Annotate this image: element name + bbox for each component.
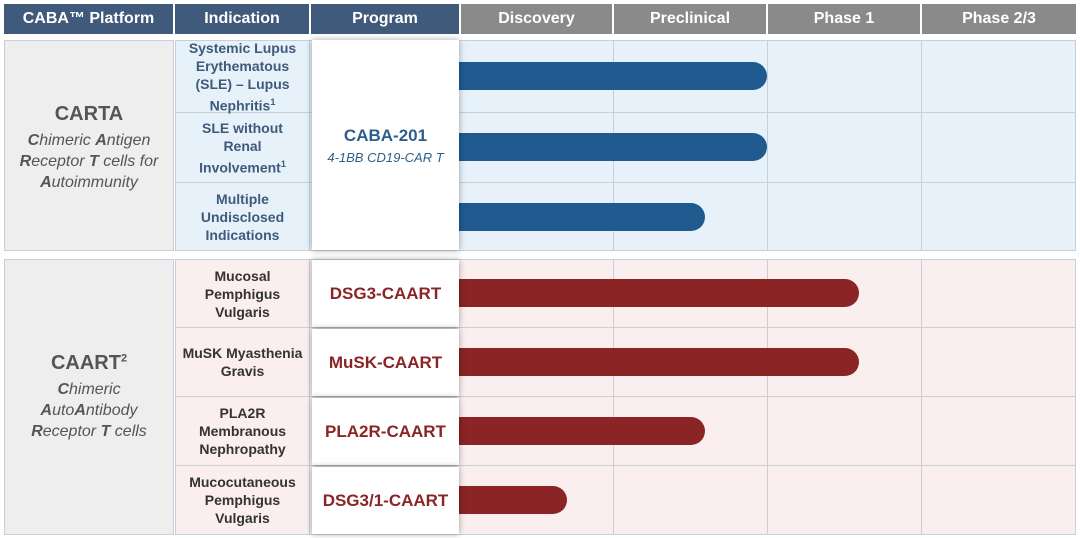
carta-name: CARTA xyxy=(54,103,124,125)
caart-name: CAART2 xyxy=(50,352,128,374)
caart-description: Chimeric AutoAntibody Receptor T cells xyxy=(31,381,147,440)
header-program: Program xyxy=(311,4,459,34)
carta-program-box: CABA-201 4-1BB CD19-CAR T xyxy=(312,40,459,250)
caart-indication: MuSK Myasthenia Gravis xyxy=(182,345,303,379)
row-line xyxy=(175,327,1076,328)
caart-indication: Mucosal Pemphigus Vulgaris xyxy=(204,267,281,320)
caart-program-name: PLA2R-CAART xyxy=(325,421,446,441)
header-stage-phase23: Phase 2/3 xyxy=(922,4,1076,34)
grid-line xyxy=(921,40,922,251)
carta-indication: Multiple Undisclosed Indications xyxy=(200,190,285,243)
pipeline-bar-carta xyxy=(430,203,706,231)
row-line xyxy=(175,396,1076,397)
carta-description: Chimeric Antigen Receptor T cells for Auto… xyxy=(19,132,159,191)
header-indication: Indication xyxy=(175,4,309,34)
caart-program-box: DSG3/1-CAART xyxy=(312,467,459,534)
pipeline-bar-caart xyxy=(430,279,860,307)
carta-program-subtitle: 4-1BB CD19-CAR T xyxy=(327,149,444,165)
caart-program-box: PLA2R-CAART xyxy=(312,398,459,465)
grid-line xyxy=(921,259,922,535)
header-stage-preclinical: Preclinical xyxy=(614,4,766,34)
grid-line xyxy=(309,40,310,251)
header-stage-phase1: Phase 1 xyxy=(768,4,920,34)
grid-line xyxy=(767,259,768,535)
caart-program-name: MuSK-CAART xyxy=(328,352,443,372)
pipeline-bar-carta xyxy=(430,62,767,90)
caart-platform-cell: CAART2 Chimeric AutoAntibody Receptor T ce… xyxy=(4,259,174,535)
carta-program-name: CABA-201 xyxy=(343,125,428,145)
caart-program-box: DSG3-CAART xyxy=(312,260,459,327)
header-stage-discovery: Discovery xyxy=(461,4,612,34)
header-platform: CABA™ Platform xyxy=(4,4,173,34)
caart-program-name: DSG3-CAART xyxy=(329,283,442,303)
row-line xyxy=(175,465,1076,466)
row-line xyxy=(175,112,1076,113)
pipeline-bar-caart xyxy=(430,417,706,445)
grid-line xyxy=(309,259,310,535)
row-line xyxy=(175,182,1076,183)
carta-platform-cell: CARTA Chimeric Antigen Receptor T cells f… xyxy=(4,40,174,251)
caart-indication: Mucocutaneous Pemphigus Vulgaris xyxy=(189,474,296,526)
carta-indication: Systemic Lupus Erythematous (SLE) – Lupu… xyxy=(188,39,297,114)
caart-program-name: DSG3/1-CAART xyxy=(322,490,449,510)
grid-line xyxy=(767,40,768,251)
caart-program-box: MuSK-CAART xyxy=(312,329,459,396)
caart-indication: PLA2R Membranous Nephropathy xyxy=(198,405,287,457)
pipeline-bar-caart xyxy=(430,348,860,376)
carta-indication: SLE without Renal Involvement1 xyxy=(199,119,286,176)
pipeline-bar-carta xyxy=(430,133,767,161)
grid-line xyxy=(613,259,614,535)
